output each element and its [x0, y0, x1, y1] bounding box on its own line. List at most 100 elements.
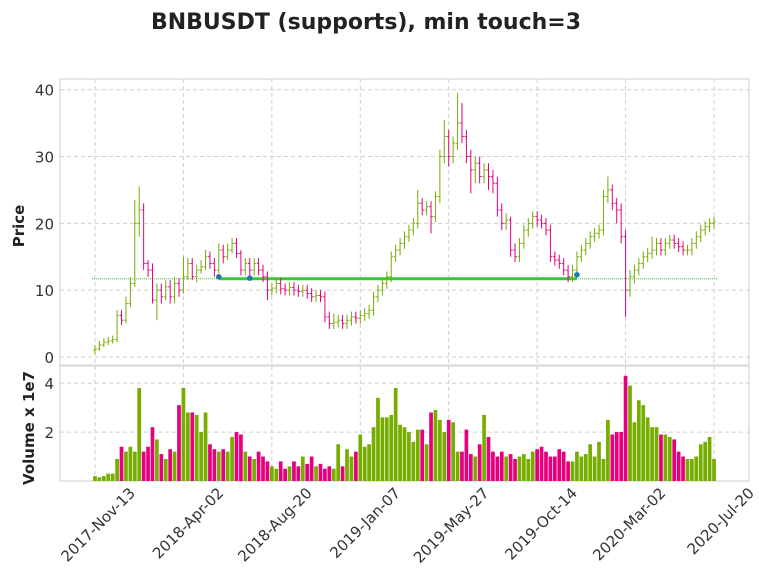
volume-bar: [124, 451, 128, 481]
volume-bar: [128, 446, 133, 481]
volume-bar: [150, 427, 155, 481]
volume-bar: [331, 468, 336, 481]
volume-bar: [106, 473, 111, 481]
volume-bar: [539, 446, 544, 481]
volume-bar: [181, 388, 186, 481]
volume-bar: [146, 446, 150, 481]
volume-bar: [119, 446, 124, 481]
volume-bar: [614, 432, 619, 481]
volume-bar: [636, 400, 641, 481]
volume-bar: [371, 427, 376, 481]
x-tick-label: 2019-May-27: [410, 484, 493, 567]
volume-bar: [292, 461, 296, 481]
volume-bar: [420, 429, 425, 481]
volume-bar: [172, 451, 177, 481]
volume-bar: [468, 454, 473, 481]
price-panel: [59, 78, 750, 366]
volume-bar: [265, 461, 270, 481]
volume-bar: [407, 432, 411, 481]
volume-bar: [477, 444, 482, 481]
volume-bar: [433, 410, 438, 481]
volume-bar: [667, 436, 672, 481]
volume-bar: [588, 444, 593, 481]
y-tick-label: 30: [35, 149, 54, 167]
volume-bar: [482, 414, 486, 481]
volume-bar: [424, 444, 429, 481]
volume-bar: [579, 456, 584, 481]
volume-bar: [221, 449, 226, 481]
volume-bar: [592, 456, 597, 481]
volume-bar: [389, 414, 394, 481]
volume-bar: [230, 436, 234, 481]
y-tick-label: 0: [44, 349, 54, 367]
volume-bar: [522, 454, 526, 481]
volume-bar: [429, 412, 433, 481]
volume-bar: [513, 458, 517, 481]
volume-bar: [628, 385, 632, 481]
volume-bar: [703, 441, 708, 481]
x-tick-label: 2017-Nov-13: [58, 484, 139, 565]
x-tick-label: 2018-Aug-20: [234, 484, 315, 565]
volume-bar: [393, 388, 398, 481]
volume-bar: [309, 456, 314, 481]
volume-bar: [566, 461, 570, 481]
volume-bar: [256, 451, 261, 481]
volume-bar: [155, 439, 159, 481]
volume-bar: [163, 458, 168, 481]
volume-bar: [707, 436, 712, 481]
volume-bar: [336, 444, 341, 481]
volume-bar: [216, 451, 221, 481]
volume-bar: [203, 412, 208, 481]
volume-bar: [552, 456, 557, 481]
volume-bar: [645, 417, 650, 481]
volume-bar: [354, 451, 358, 481]
volume-bar: [548, 456, 553, 481]
volume-bar: [464, 429, 469, 481]
volume-bar: [252, 458, 257, 481]
volume-bar: [504, 456, 509, 481]
volume-bar: [698, 444, 703, 481]
volume-bar: [610, 434, 615, 481]
volume-bar: [199, 432, 203, 481]
volume-bar: [261, 456, 265, 481]
volume-bar: [415, 429, 420, 481]
volume-bar: [225, 451, 230, 481]
volume-bar: [296, 466, 301, 481]
volume-bar: [694, 456, 699, 481]
volume-bar: [168, 449, 173, 481]
volume-bar: [194, 414, 199, 481]
volume-bar: [685, 458, 690, 481]
volume-bar: [159, 454, 164, 481]
volume-tick-label: 2: [44, 424, 54, 442]
volume-bar: [314, 466, 318, 481]
volume-bar: [442, 432, 447, 481]
volume-bar: [672, 439, 677, 481]
volume-bar: [93, 476, 97, 481]
volume-bar: [473, 456, 478, 481]
volume-bar: [239, 434, 243, 481]
volume-bar: [287, 466, 292, 481]
volume-bar: [247, 456, 252, 481]
volume-bar: [508, 454, 513, 481]
volume-bar: [601, 458, 606, 481]
volume-bar: [659, 434, 663, 481]
volume-bar: [402, 427, 407, 481]
volume-bar: [243, 451, 248, 481]
support-touch: [216, 273, 222, 280]
volume-bar: [234, 432, 239, 481]
volume-bar: [460, 451, 464, 481]
volume-bar: [340, 466, 345, 481]
volume-bar: [177, 405, 181, 481]
volume-bar: [499, 451, 504, 481]
volume-bar: [641, 405, 646, 481]
volume-axis-label: Volume x 1e7: [20, 371, 38, 485]
volume-bar: [398, 424, 402, 481]
volume-bar: [349, 456, 354, 481]
volume-bar: [446, 419, 451, 481]
volume-bar: [274, 468, 279, 481]
support-touch: [246, 275, 253, 281]
x-tick-label: 2020-Jul-20: [684, 484, 758, 558]
volume-bar: [438, 419, 442, 481]
volume-bar: [712, 458, 716, 481]
